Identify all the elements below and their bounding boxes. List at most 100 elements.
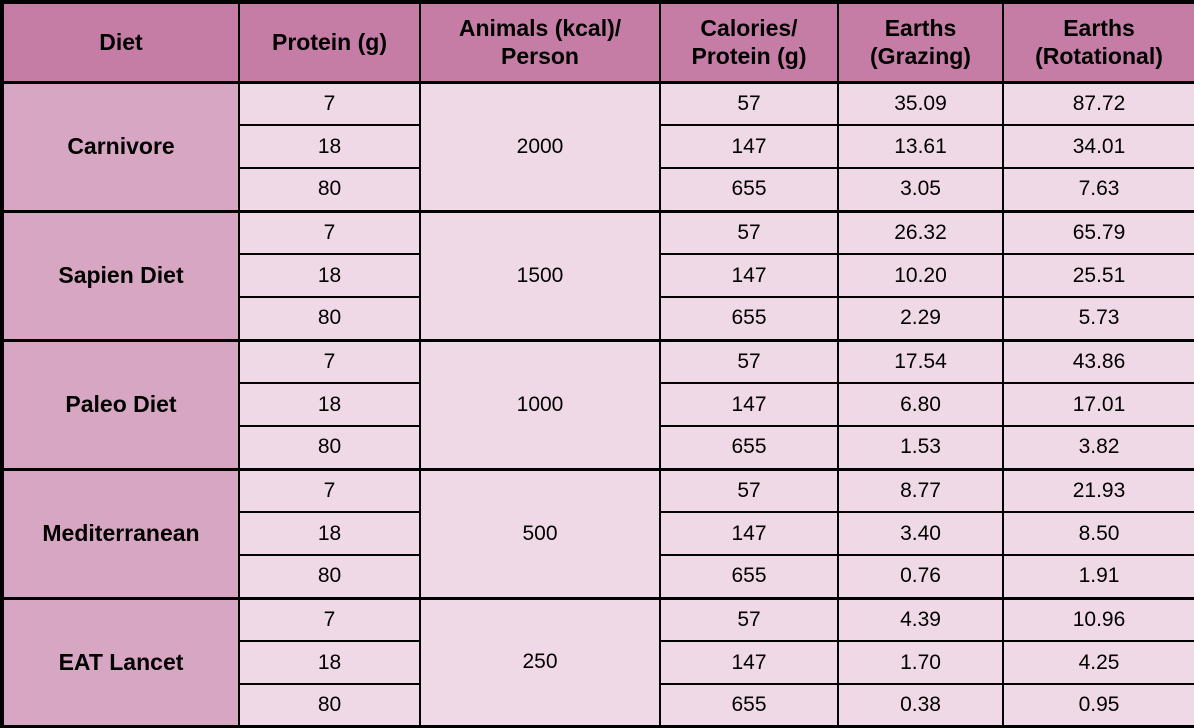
animals-kcal-cell: 1000 bbox=[419, 339, 661, 470]
group-mediterranean: Mediterranean 7 500 57 8.77 21.93 18 147… bbox=[1, 468, 1194, 599]
animals-kcal-cell: 1500 bbox=[419, 210, 661, 341]
table-header-row: Diet Protein (g) Animals (kcal)/ Person … bbox=[1, 1, 1194, 83]
table-row: 18 147 13.61 34.01 bbox=[2, 124, 1194, 169]
earths-grazing-cell: 2.29 bbox=[837, 296, 1004, 341]
earths-grazing-cell: 35.09 bbox=[837, 81, 1004, 126]
earths-rotational-cell: 17.01 bbox=[1002, 382, 1194, 427]
earths-grazing-cell: 0.76 bbox=[837, 554, 1004, 599]
protein-cell: 80 bbox=[238, 554, 421, 599]
calories-protein-cell: 57 bbox=[659, 210, 839, 255]
header-cell-protein: Protein (g) bbox=[238, 1, 421, 83]
protein-cell: 80 bbox=[238, 167, 421, 212]
protein-cell: 7 bbox=[238, 468, 421, 513]
protein-cell: 18 bbox=[238, 124, 421, 169]
calories-protein-cell: 57 bbox=[659, 468, 839, 513]
header-cell-diet: Diet bbox=[1, 1, 240, 83]
earths-rotational-cell: 5.73 bbox=[1002, 296, 1194, 341]
diet-name-cell: Mediterranean bbox=[1, 468, 240, 599]
earths-rotational-cell: 7.63 bbox=[1002, 167, 1194, 212]
group-paleo-diet: Paleo Diet 7 1000 57 17.54 43.86 18 147 … bbox=[1, 339, 1194, 470]
table-row: 18 147 6.80 17.01 bbox=[2, 382, 1194, 427]
earths-grazing-cell: 3.40 bbox=[837, 511, 1004, 556]
earths-rotational-cell: 10.96 bbox=[1002, 597, 1194, 642]
calories-protein-cell: 655 bbox=[659, 554, 839, 599]
animals-kcal-cell: 2000 bbox=[419, 81, 661, 212]
table-row: 80 655 0.76 1.91 bbox=[2, 554, 1194, 599]
protein-cell: 18 bbox=[238, 253, 421, 298]
earths-grazing-cell: 17.54 bbox=[837, 339, 1004, 384]
group-eat-lancet: EAT Lancet 7 250 57 4.39 10.96 18 147 1.… bbox=[1, 597, 1194, 728]
header-cell-calories-protein: Calories/ Protein (g) bbox=[659, 1, 839, 83]
earths-grazing-cell: 0.38 bbox=[837, 683, 1004, 728]
earths-rotational-cell: 43.86 bbox=[1002, 339, 1194, 384]
earths-rotational-cell: 21.93 bbox=[1002, 468, 1194, 513]
calories-protein-cell: 655 bbox=[659, 425, 839, 470]
earths-grazing-cell: 8.77 bbox=[837, 468, 1004, 513]
earths-rotational-cell: 34.01 bbox=[1002, 124, 1194, 169]
earths-grazing-cell: 4.39 bbox=[837, 597, 1004, 642]
table-row: 80 655 2.29 5.73 bbox=[2, 296, 1194, 341]
earths-grazing-cell: 1.70 bbox=[837, 640, 1004, 685]
protein-cell: 7 bbox=[238, 210, 421, 255]
calories-protein-cell: 147 bbox=[659, 253, 839, 298]
table-row: 80 655 0.38 0.95 bbox=[2, 683, 1194, 728]
header-cell-earths-rotational: Earths (Rotational) bbox=[1002, 1, 1194, 83]
calories-protein-cell: 147 bbox=[659, 382, 839, 427]
table-row: EAT Lancet 7 250 57 4.39 10.96 bbox=[1, 597, 1194, 728]
table-row: 80 655 3.05 7.63 bbox=[2, 167, 1194, 212]
calories-protein-cell: 147 bbox=[659, 511, 839, 556]
table-row: 18 147 10.20 25.51 bbox=[2, 253, 1194, 298]
animals-kcal-cell: 500 bbox=[419, 468, 661, 599]
calories-protein-cell: 655 bbox=[659, 167, 839, 212]
header-cell-earths-grazing: Earths (Grazing) bbox=[837, 1, 1004, 83]
calories-protein-cell: 655 bbox=[659, 296, 839, 341]
protein-cell: 18 bbox=[238, 382, 421, 427]
calories-protein-cell: 147 bbox=[659, 640, 839, 685]
table-row: 80 655 1.53 3.82 bbox=[2, 425, 1194, 470]
earths-grazing-cell: 3.05 bbox=[837, 167, 1004, 212]
earths-rotational-cell: 25.51 bbox=[1002, 253, 1194, 298]
calories-protein-cell: 57 bbox=[659, 597, 839, 642]
table-row: 18 147 3.40 8.50 bbox=[2, 511, 1194, 556]
calories-protein-cell: 57 bbox=[659, 339, 839, 384]
earths-rotational-cell: 3.82 bbox=[1002, 425, 1194, 470]
group-sapien-diet: Sapien Diet 7 1500 57 26.32 65.79 18 147… bbox=[1, 210, 1194, 341]
table-row: Mediterranean 7 500 57 8.77 21.93 bbox=[1, 468, 1194, 599]
diet-name-cell: EAT Lancet bbox=[1, 597, 240, 728]
table-row: Diet Protein (g) Animals (kcal)/ Person … bbox=[1, 1, 1194, 83]
earths-grazing-cell: 13.61 bbox=[837, 124, 1004, 169]
earths-grazing-cell: 6.80 bbox=[837, 382, 1004, 427]
earths-rotational-cell: 0.95 bbox=[1002, 683, 1194, 728]
earths-rotational-cell: 65.79 bbox=[1002, 210, 1194, 255]
protein-cell: 7 bbox=[238, 339, 421, 384]
protein-cell: 7 bbox=[238, 597, 421, 642]
earths-rotational-cell: 1.91 bbox=[1002, 554, 1194, 599]
header-cell-animals-kcal-person: Animals (kcal)/ Person bbox=[419, 1, 661, 83]
animals-kcal-cell: 250 bbox=[419, 597, 661, 728]
table-row: 18 147 1.70 4.25 bbox=[2, 640, 1194, 685]
protein-cell: 80 bbox=[238, 683, 421, 728]
diet-name-cell: Sapien Diet bbox=[1, 210, 240, 341]
protein-cell: 80 bbox=[238, 296, 421, 341]
table-row: Carnivore 7 2000 57 35.09 87.72 bbox=[1, 81, 1194, 212]
group-carnivore: Carnivore 7 2000 57 35.09 87.72 18 147 1… bbox=[1, 81, 1194, 212]
calories-protein-cell: 147 bbox=[659, 124, 839, 169]
protein-cell: 7 bbox=[238, 81, 421, 126]
calories-protein-cell: 655 bbox=[659, 683, 839, 728]
diet-name-cell: Paleo Diet bbox=[1, 339, 240, 470]
earths-rotational-cell: 4.25 bbox=[1002, 640, 1194, 685]
earths-grazing-cell: 1.53 bbox=[837, 425, 1004, 470]
earths-grazing-cell: 26.32 bbox=[837, 210, 1004, 255]
earths-rotational-cell: 8.50 bbox=[1002, 511, 1194, 556]
diet-name-cell: Carnivore bbox=[1, 81, 240, 212]
protein-cell: 18 bbox=[238, 640, 421, 685]
earths-rotational-cell: 87.72 bbox=[1002, 81, 1194, 126]
calories-protein-cell: 57 bbox=[659, 81, 839, 126]
table-row: Sapien Diet 7 1500 57 26.32 65.79 bbox=[1, 210, 1194, 341]
earths-grazing-cell: 10.20 bbox=[837, 253, 1004, 298]
protein-cell: 18 bbox=[238, 511, 421, 556]
protein-cell: 80 bbox=[238, 425, 421, 470]
table-row: Paleo Diet 7 1000 57 17.54 43.86 bbox=[1, 339, 1194, 470]
